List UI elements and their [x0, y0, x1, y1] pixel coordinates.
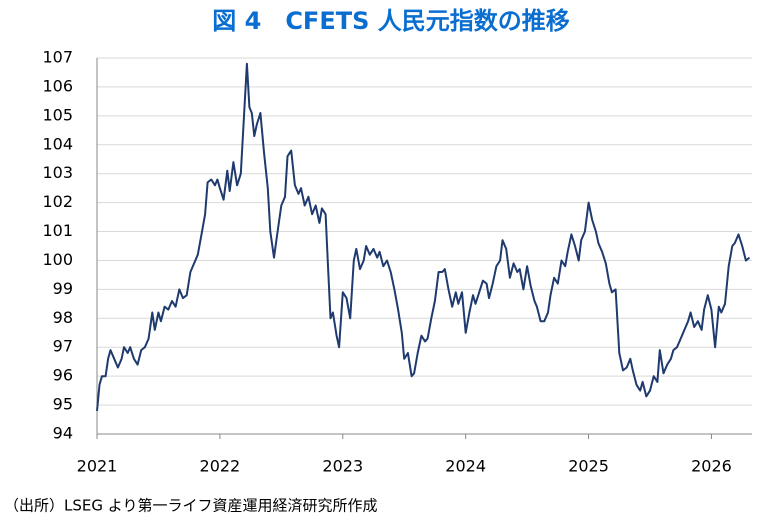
x-tick-label: 2024 — [445, 457, 486, 476]
y-tick-label: 101 — [42, 221, 73, 240]
y-tick-label: 105 — [42, 105, 73, 124]
source-note: （出所）LSEG より第一ライフ資産運用経済研究所作成 — [4, 497, 377, 515]
x-tick-label: 2022 — [200, 457, 241, 476]
x-tick-label: 2025 — [568, 457, 609, 476]
y-tick-label: 98 — [53, 308, 73, 327]
y-tick-label: 95 — [53, 395, 73, 414]
y-tick-label: 102 — [42, 192, 73, 211]
x-tick-label: 2023 — [322, 457, 363, 476]
y-tick-label: 104 — [42, 134, 73, 153]
x-tick-label: 2026 — [691, 457, 732, 476]
y-tick-label: 97 — [53, 337, 73, 356]
x-tick-label: 2021 — [77, 457, 118, 476]
y-tick-label: 103 — [42, 163, 73, 182]
y-tick-label: 107 — [42, 48, 73, 67]
y-tick-label: 100 — [42, 250, 73, 269]
y-tick-label: 96 — [53, 366, 73, 385]
y-tick-label: 99 — [53, 279, 73, 298]
y-tick-label: 106 — [42, 76, 73, 95]
chart-title: 図 4 CFETS 人民元指数の推移 — [212, 7, 569, 35]
data-line — [96, 62, 751, 411]
y-tick-label: 94 — [53, 424, 73, 443]
